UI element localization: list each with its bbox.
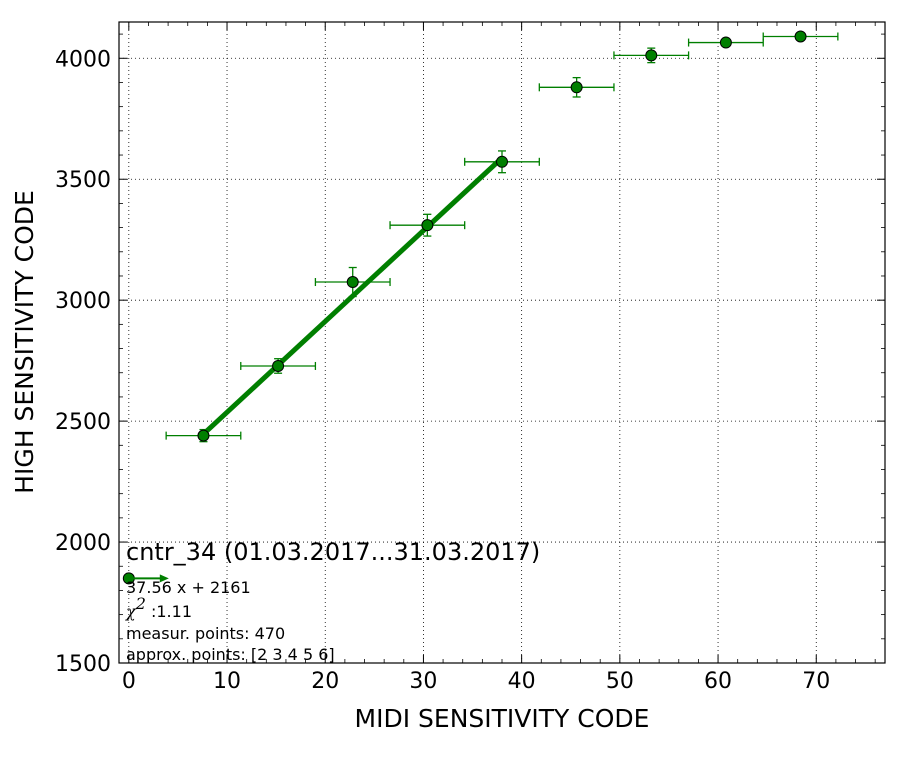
data-point <box>346 276 359 289</box>
annotation-equation: 37.56 x + 2161 <box>126 578 251 597</box>
y-tick-label: 1500 <box>55 652 111 677</box>
x-tick-label: 30 <box>409 669 437 694</box>
data-point <box>719 36 732 49</box>
x-tick-label: 40 <box>508 669 536 694</box>
x-tick-label: 10 <box>213 669 241 694</box>
annotation-chi: χ2 :1.11 <box>125 594 192 621</box>
plot-frame <box>118 21 886 664</box>
x-tick-label: 20 <box>311 669 339 694</box>
legend-arrow <box>128 574 169 583</box>
data-point <box>272 359 285 372</box>
y-tick-label: 2000 <box>55 531 111 556</box>
y-tick-label: 2500 <box>55 410 111 435</box>
y-tick-label: 3000 <box>55 289 111 314</box>
y-tick-label: 3500 <box>55 168 111 193</box>
grid <box>119 22 885 663</box>
data-point <box>794 30 807 43</box>
tick-labels: 0 10 20 30 40 50 60 70 1500 2000 2500 3000 3500 4000 <box>55 47 830 694</box>
x-tick-label: 0 <box>122 669 136 694</box>
data-point <box>197 429 210 442</box>
chi-value: :1.11 <box>146 602 192 621</box>
annotation-approx: approx. points: [2 3 4 5 6] <box>126 645 335 664</box>
annotation-title: cntr_34 (01.03.2017...31.03.2017) <box>126 538 540 566</box>
x-tick-label: 60 <box>704 669 732 694</box>
ticks <box>119 22 885 664</box>
arrow-head <box>159 574 169 583</box>
x-axis-label: MIDI SENSITIVITY CODE <box>355 704 650 733</box>
data-point <box>421 219 434 232</box>
chi-symbol: χ <box>125 602 137 621</box>
x-tick-label: 70 <box>802 669 830 694</box>
y-axis-label: HIGH SENSITIVITY CODE <box>10 190 39 494</box>
data-point <box>570 81 583 94</box>
x-tick-label: 50 <box>606 669 634 694</box>
data-point <box>496 155 508 168</box>
chi-exponent: 2 <box>135 594 146 613</box>
markers <box>122 30 807 585</box>
data-point <box>645 49 658 62</box>
annotation-measur: measur. points: 470 <box>126 624 285 643</box>
y-tick-label: 4000 <box>55 47 111 72</box>
